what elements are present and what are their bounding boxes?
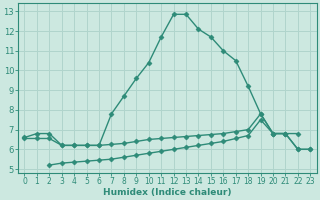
X-axis label: Humidex (Indice chaleur): Humidex (Indice chaleur) [103, 188, 232, 197]
